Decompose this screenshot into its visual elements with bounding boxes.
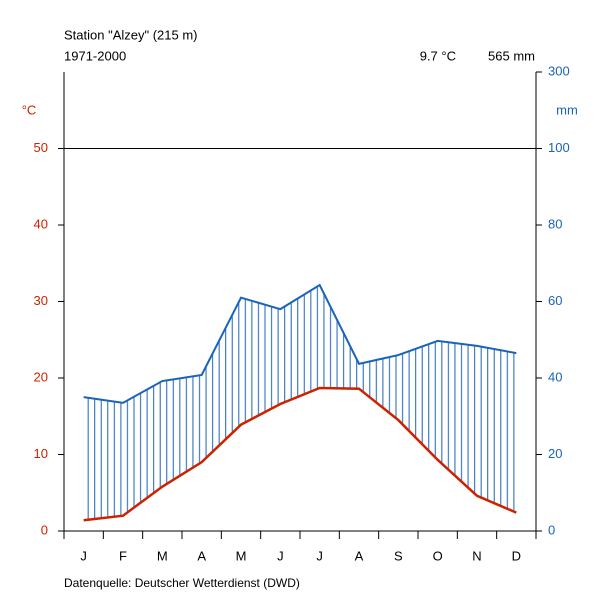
x-tick-label: N bbox=[472, 548, 481, 563]
x-tick-label: D bbox=[512, 548, 521, 563]
total-precipitation: 565 mm bbox=[488, 48, 535, 63]
y2-axis-label: mm bbox=[556, 102, 578, 117]
y-tick-label: 20 bbox=[34, 369, 48, 384]
y-tick-label: 10 bbox=[34, 446, 48, 461]
y-tick-label: 30 bbox=[34, 293, 48, 308]
chart-title: Station "Alzey" (215 m) bbox=[64, 27, 198, 42]
y2-tick-label: 80 bbox=[548, 216, 562, 231]
x-tick-label: J bbox=[316, 548, 323, 563]
x-tick-label: A bbox=[197, 548, 206, 563]
precipitation-line bbox=[83, 283, 517, 404]
y2-tick-label: 60 bbox=[548, 293, 562, 308]
y-tick-label: 50 bbox=[34, 140, 48, 155]
x-tick-label: J bbox=[277, 548, 284, 563]
y2-tick-label: 40 bbox=[548, 369, 562, 384]
temperature-line bbox=[83, 386, 517, 522]
y2-tick-label: 0 bbox=[548, 522, 555, 537]
x-tick-label: F bbox=[119, 548, 127, 563]
y2-tick-label: 100 bbox=[548, 140, 570, 155]
x-tick-label: M bbox=[236, 548, 247, 563]
x-tick-label: M bbox=[157, 548, 168, 563]
y2-tick-label: 20 bbox=[548, 446, 562, 461]
mean-temperature: 9.7 °C bbox=[420, 48, 456, 63]
x-tick-label: A bbox=[355, 548, 364, 563]
x-tick-label: O bbox=[433, 548, 443, 563]
x-tick-label: S bbox=[394, 548, 403, 563]
humid-hatch bbox=[83, 285, 517, 521]
y2-tick-label: 300 bbox=[548, 63, 570, 78]
y-tick-label: 40 bbox=[34, 216, 48, 231]
source-note: Datenquelle: Deutscher Wetterdienst (DWD… bbox=[64, 576, 300, 590]
x-tick-label: J bbox=[80, 548, 87, 563]
chart-subtitle: 1971-2000 bbox=[64, 48, 126, 63]
y-tick-label: 0 bbox=[41, 522, 48, 537]
y-axis-label: °C bbox=[22, 102, 37, 117]
